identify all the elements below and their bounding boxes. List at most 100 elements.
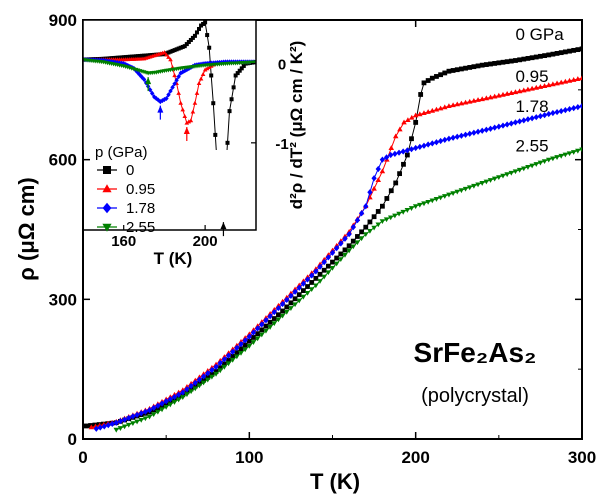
main-data-point <box>288 292 294 299</box>
main-data-point <box>313 283 319 289</box>
main-data-point <box>392 150 398 157</box>
main-data-point <box>271 316 277 321</box>
inset-y-tick-label: 0 <box>278 57 286 74</box>
inset-x-axis-title: T (K) <box>154 249 193 268</box>
main-data-point <box>462 99 469 105</box>
main-data-point <box>408 146 415 153</box>
main-data-point <box>250 340 257 345</box>
main-data-point <box>234 344 240 352</box>
main-data-point <box>367 219 373 225</box>
main-data-point <box>284 296 290 304</box>
main-data-point <box>184 392 190 398</box>
inset-data-point <box>180 44 185 49</box>
main-data-point <box>383 217 390 223</box>
inset-data-point <box>233 73 238 78</box>
main-data-point <box>442 70 448 76</box>
main-data-point <box>463 65 468 71</box>
main-data-point <box>363 224 369 230</box>
main-data-point <box>317 263 323 270</box>
main-data-point <box>434 74 439 79</box>
main-data-point <box>130 421 136 427</box>
main-data-point <box>412 204 419 210</box>
main-data-point <box>429 107 436 113</box>
main-data-point <box>250 329 257 336</box>
main-data-point <box>529 163 535 169</box>
main-data-point <box>288 300 294 306</box>
main-data-point <box>263 328 269 334</box>
main-data-point <box>134 419 140 425</box>
main-data-point <box>375 222 382 228</box>
inset-data-point <box>205 33 210 38</box>
main-data-point <box>425 199 431 205</box>
main-data-point <box>230 348 236 355</box>
main-data-point <box>450 102 456 108</box>
main-data-point <box>567 48 572 54</box>
main-data-point <box>321 258 327 266</box>
inset-data-point <box>198 76 204 81</box>
main-y-tick-label: 900 <box>49 11 77 30</box>
inset-data-point <box>168 49 173 54</box>
inset-data-point <box>182 68 187 74</box>
main-data-point <box>292 288 298 295</box>
main-data-point <box>88 423 94 428</box>
main-data-point <box>88 424 95 430</box>
inset-series-group <box>83 20 256 216</box>
main-data-point <box>392 213 398 219</box>
main-data-point <box>433 106 440 112</box>
inset-data-point <box>190 35 195 40</box>
inset-data-point <box>184 42 189 47</box>
inset-data-point <box>172 48 177 53</box>
main-data-point <box>417 111 423 117</box>
main-data-point <box>213 371 219 377</box>
main-data-point <box>537 84 544 89</box>
inset-data-point <box>194 90 200 95</box>
main-data-point <box>541 83 548 88</box>
inset-data-point <box>176 74 181 80</box>
main-data-point <box>413 144 419 152</box>
main-data-point <box>255 331 261 337</box>
main-data-point <box>404 147 410 154</box>
main-data-point <box>383 154 390 161</box>
main-data-point <box>167 402 174 408</box>
main-data-point <box>475 63 481 69</box>
main-data-point <box>354 217 361 224</box>
main-data-point <box>296 284 302 291</box>
main-data-point <box>488 61 493 67</box>
inset-data-point <box>147 87 153 93</box>
main-data-point <box>454 189 461 195</box>
main-data-point <box>479 181 485 186</box>
main-data-point <box>259 327 265 333</box>
main-data-point <box>425 109 431 114</box>
main-data-point <box>305 284 310 289</box>
main-data-point <box>442 194 448 199</box>
main-data-point <box>213 369 219 374</box>
inset-data-point <box>125 54 130 59</box>
main-data-point <box>483 62 489 67</box>
main-data-point <box>296 292 302 298</box>
main-data-point <box>358 236 365 242</box>
main-data-point <box>450 134 456 141</box>
inset-legend-entry-1-78: 1.78 <box>97 200 155 217</box>
main-y-tick-label: 600 <box>49 151 77 170</box>
main-data-point <box>171 393 178 400</box>
main-data-point <box>429 75 435 81</box>
inset-data-point <box>176 46 181 51</box>
main-data-point <box>263 317 269 324</box>
inset-data-point <box>139 74 145 80</box>
inset-data-point <box>150 90 155 96</box>
main-data-point <box>83 423 89 429</box>
inset-data-point <box>186 119 192 124</box>
main-x-tick-label: 200 <box>401 448 429 467</box>
series-label-1-78: 1.78 <box>515 97 548 116</box>
main-data-point <box>246 343 253 349</box>
main-data-point <box>292 296 298 302</box>
main-data-point <box>525 86 531 92</box>
main-data-point <box>529 85 535 91</box>
main-data-point <box>267 319 273 325</box>
main-data-point <box>508 120 514 127</box>
inset-data-point <box>192 33 197 38</box>
main-data-point <box>450 191 456 197</box>
main-data-point <box>429 198 436 204</box>
inset-legend-marker <box>102 184 112 193</box>
inset-data-point <box>221 212 225 216</box>
